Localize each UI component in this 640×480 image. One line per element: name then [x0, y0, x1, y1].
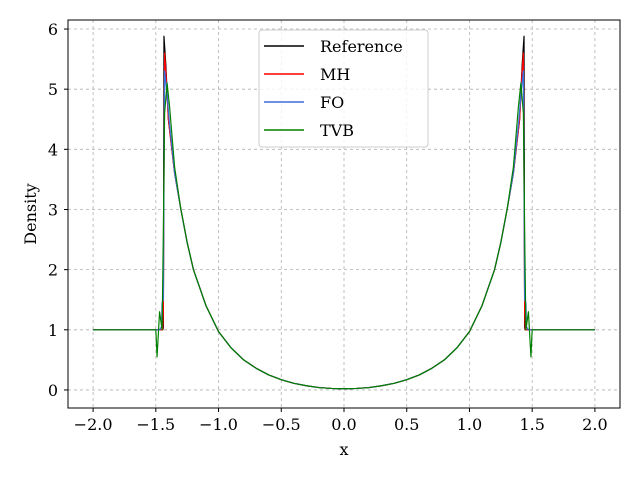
y-tick-label: 1 [48, 321, 58, 340]
y-tick-label: 3 [48, 200, 58, 219]
legend-label-reference: Reference [320, 37, 403, 56]
series-lines [93, 35, 595, 390]
y-tick-label: 5 [48, 80, 58, 99]
x-tick-label: 1.0 [457, 415, 482, 434]
x-tick-label: 0.0 [331, 415, 356, 434]
legend-label-tvb: TVB [320, 121, 354, 140]
y-tick-label: 6 [48, 20, 58, 39]
x-tick-label: −1.5 [136, 415, 175, 434]
x-tick-label: 1.5 [519, 415, 544, 434]
y-tick-label: 0 [48, 381, 58, 400]
series-line-tvb [93, 82, 595, 390]
x-tick-label: −2.0 [74, 415, 113, 434]
x-tick-label: −1.0 [199, 415, 238, 434]
x-tick-label: −0.5 [262, 415, 301, 434]
legend: Reference MH FO TVB [258, 29, 429, 148]
axis-ticks: −2.0 −1.5 −1.0 −0.5 0.0 0.5 1.0 1.5 2.0 0 1 2 3 4 5 6 [48, 20, 608, 434]
legend-box [258, 29, 429, 148]
y-axis-label: Density [21, 183, 40, 244]
x-tick-label: 0.5 [394, 415, 419, 434]
legend-label-fo: FO [320, 93, 344, 112]
x-axis-label: x [339, 440, 348, 459]
x-tick-label: 2.0 [582, 415, 607, 434]
legend-label-mh: MH [320, 65, 350, 84]
y-tick-label: 4 [48, 140, 58, 159]
y-tick-label: 2 [48, 261, 58, 280]
